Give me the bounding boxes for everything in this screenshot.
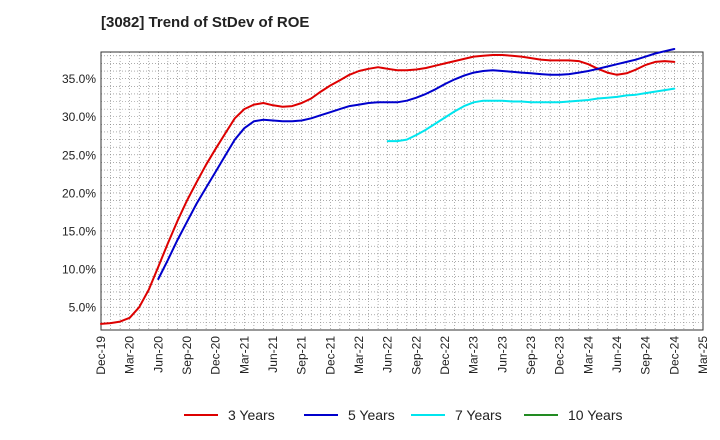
y-tick-labels: 5.0% 10.0% 15.0% 20.0% 25.0% 30.0% 35.0% xyxy=(62,72,96,314)
y-tick-label: 5.0% xyxy=(69,301,97,315)
axes xyxy=(100,51,704,331)
x-tick-labels: Dec-19 Mar-20 Jun-20 Sep-20 Dec-20 Mar-21 Jun-… xyxy=(94,336,710,375)
legend-label: 10 Years xyxy=(568,407,623,423)
legend-label: 3 Years xyxy=(228,407,275,423)
x-tick-label: Mar-25 xyxy=(696,336,710,374)
series-line-5-years xyxy=(157,48,676,280)
y-tick-label: 20.0% xyxy=(62,186,96,200)
x-tick-label: Mar-20 xyxy=(123,336,137,374)
legend-swatch xyxy=(411,414,445,416)
x-tick-label: Mar-23 xyxy=(467,336,481,374)
legend-swatch xyxy=(184,414,218,416)
x-tick-label: Dec-19 xyxy=(94,336,108,375)
y-tick-label: 30.0% xyxy=(62,110,96,124)
series-lines xyxy=(100,48,676,325)
x-tick-label: Dec-20 xyxy=(209,336,223,375)
x-tick-label: Dec-23 xyxy=(553,336,567,375)
x-tick-label: Jun-23 xyxy=(495,336,509,373)
y-tick-label: 25.0% xyxy=(62,148,96,162)
y-tick-label: 15.0% xyxy=(62,224,96,238)
legend-item-5-years: 5 Years xyxy=(304,404,395,426)
plot-frame xyxy=(100,51,704,331)
x-tick-label: Sep-21 xyxy=(295,336,309,375)
y-tick-label: 10.0% xyxy=(62,263,96,277)
series-line-3-years xyxy=(100,54,676,325)
chart-legend: 3 Years 5 Years 7 Years 10 Years xyxy=(0,404,720,426)
x-tick-label: Jun-20 xyxy=(151,336,165,373)
x-tick-label: Dec-21 xyxy=(323,336,337,375)
y-tick-label: 35.0% xyxy=(62,72,96,86)
legend-swatch xyxy=(304,414,338,416)
x-tick-label: Mar-24 xyxy=(581,336,595,374)
x-tick-label: Jun-24 xyxy=(610,336,624,373)
x-tick-label: Dec-22 xyxy=(438,336,452,375)
x-tick-label: Dec-24 xyxy=(667,336,681,375)
x-tick-label: Sep-20 xyxy=(180,336,194,375)
series-line-7-years xyxy=(386,87,676,143)
chart-title: [3082] Trend of StDev of ROE xyxy=(101,14,310,31)
x-tick-label: Sep-22 xyxy=(409,336,423,375)
legend-item-7-years: 7 Years xyxy=(411,404,502,426)
x-tick-label: Jun-21 xyxy=(266,336,280,373)
x-tick-label: Jun-22 xyxy=(381,336,395,373)
legend-item-3-years: 3 Years xyxy=(184,404,275,426)
legend-label: 5 Years xyxy=(348,407,395,423)
legend-label: 7 Years xyxy=(455,407,502,423)
x-tick-label: Mar-21 xyxy=(237,336,251,374)
legend-item-10-years: 10 Years xyxy=(524,404,623,426)
x-tick-label: Sep-23 xyxy=(524,336,538,375)
legend-swatch xyxy=(524,414,558,416)
x-tick-label: Sep-24 xyxy=(639,336,653,375)
x-tick-label: Mar-22 xyxy=(352,336,366,374)
